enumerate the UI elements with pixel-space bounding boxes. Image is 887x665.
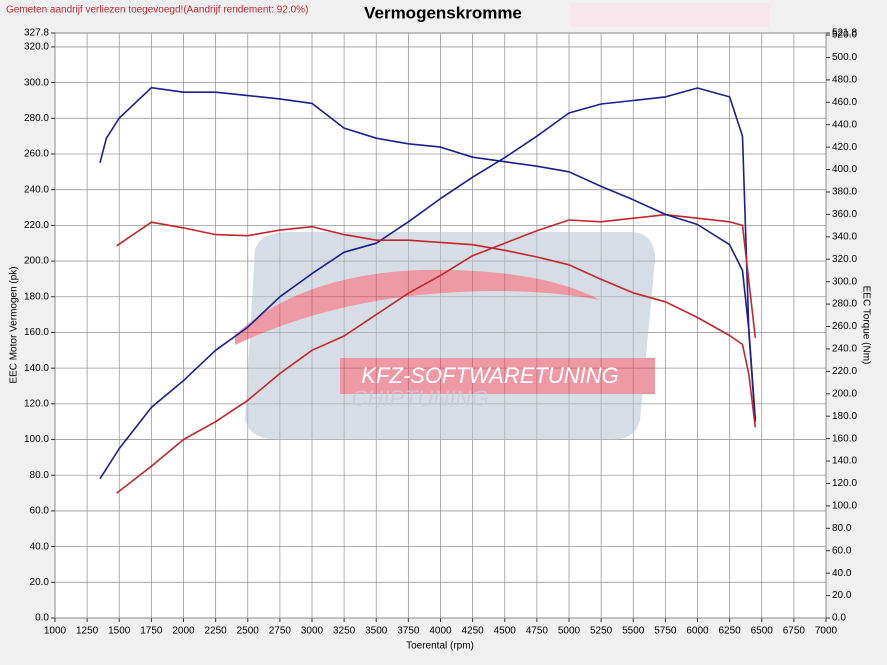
y2-tick-label: 380.0: [832, 187, 857, 198]
x-tick-label: 6000: [686, 626, 709, 637]
y2-tick-label: 521.8: [832, 28, 857, 39]
curve: [99, 86, 757, 420]
y-tick-label: 140.0: [24, 363, 49, 374]
y-tick-label: 120.0: [24, 398, 49, 409]
y-tick-label: 0.0: [35, 613, 49, 624]
y-tick-label: 200.0: [24, 256, 49, 267]
curve: [116, 221, 757, 428]
x-tick-label: 4750: [526, 626, 549, 637]
y-tick-label: 100.0: [24, 434, 49, 445]
y-tick-label: 160.0: [24, 327, 49, 338]
y-tick-label: 327.8: [24, 28, 49, 39]
x-tick-label: 2500: [237, 626, 260, 637]
y2-tick-label: 260.0: [832, 321, 857, 332]
y2-tick-label: 120.0: [832, 478, 857, 489]
x-tick-label: 5750: [654, 626, 677, 637]
x-tick-label: 2250: [205, 626, 228, 637]
curve: [116, 213, 757, 494]
x-tick-label: 5250: [590, 626, 613, 637]
y-tick-label: 80.0: [30, 470, 50, 481]
x-tick-label: 1000: [44, 626, 67, 637]
y2-tick-label: 480.0: [832, 75, 857, 86]
y-tick-label: 320.0: [24, 42, 49, 53]
y2-tick-label: 340.0: [832, 231, 857, 242]
x-tick-label: 4250: [462, 626, 485, 637]
x-tick-label: 3000: [301, 626, 324, 637]
logo-band: [340, 358, 655, 394]
watermark: [235, 232, 655, 440]
y2-tick-label: 300.0: [832, 276, 857, 287]
x-tick-label: 4000: [429, 626, 452, 637]
x-tick-label: 5000: [558, 626, 581, 637]
x-tick-label: 5500: [622, 626, 645, 637]
x-tick-label: 1500: [108, 626, 131, 637]
chart-title: Vermogenskromme: [364, 3, 522, 22]
info-box: [570, 3, 770, 27]
y2-tick-label: 320.0: [832, 254, 857, 265]
y-tick-label: 260.0: [24, 149, 49, 160]
y2-tick-label: 420.0: [832, 142, 857, 153]
x-tick-label: 2000: [172, 626, 195, 637]
y2-tick-label: 400.0: [832, 164, 857, 175]
watermark-text: CHIPTUNING: [352, 386, 489, 411]
y2-tick-label: 180.0: [832, 411, 857, 422]
y2-tick-label: 140.0: [832, 456, 857, 467]
y2-tick-label: 440.0: [832, 119, 857, 130]
x-tick-label: 1250: [76, 626, 99, 637]
note: Gemeten aandrijf verliezen toegevoegd!(A…: [6, 5, 308, 16]
y-tick-label: 60.0: [30, 506, 50, 517]
y2-tick-label: 200.0: [832, 388, 857, 399]
y-tick-label: 280.0: [24, 113, 49, 124]
x-tick-label: 3250: [333, 626, 356, 637]
x-tick-label: 2750: [269, 626, 292, 637]
x-axis-label: Toerental (rpm): [406, 641, 474, 652]
x-tick-label: 1750: [140, 626, 163, 637]
y2-tick-label: 60.0: [832, 545, 852, 556]
x-tick-label: 7000: [815, 626, 838, 637]
x-tick-label: 4500: [494, 626, 517, 637]
y2-tick-label: 520.0: [832, 30, 857, 41]
y-tick-label: 180.0: [24, 291, 49, 302]
y2-tick-label: 20.0: [832, 590, 852, 601]
y2-axis-label: EEC Torque (Nm): [860, 286, 871, 365]
y2-tick-label: 240.0: [832, 344, 857, 355]
x-tick-label: 3500: [365, 626, 388, 637]
y2-tick-label: 100.0: [832, 501, 857, 512]
y2-tick-label: 40.0: [832, 568, 852, 579]
y-tick-label: 220.0: [24, 220, 49, 231]
y-axis-label: EEC Motor Vermogen (pk): [9, 266, 20, 383]
y2-tick-label: 360.0: [832, 209, 857, 220]
x-tick-label: 6750: [783, 626, 806, 637]
x-tick-label: 6500: [751, 626, 774, 637]
y-tick-label: 40.0: [30, 541, 50, 552]
y2-tick-label: 0.0: [832, 613, 846, 624]
y-tick-label: 20.0: [30, 577, 50, 588]
watermark-text: KFZ-SOFTWARETUNING: [361, 363, 618, 388]
y-tick-label: 300.0: [24, 77, 49, 88]
y2-tick-label: 460.0: [832, 97, 857, 108]
y2-tick-label: 80.0: [832, 523, 852, 534]
y2-tick-label: 500.0: [832, 52, 857, 63]
y-tick-label: 240.0: [24, 184, 49, 195]
logo-swoosh: [235, 269, 600, 345]
curve: [99, 87, 757, 480]
y2-tick-label: 160.0: [832, 433, 857, 444]
x-tick-label: 3750: [397, 626, 420, 637]
y2-tick-label: 280.0: [832, 299, 857, 310]
x-tick-label: 6250: [719, 626, 742, 637]
y2-tick-label: 220.0: [832, 366, 857, 377]
